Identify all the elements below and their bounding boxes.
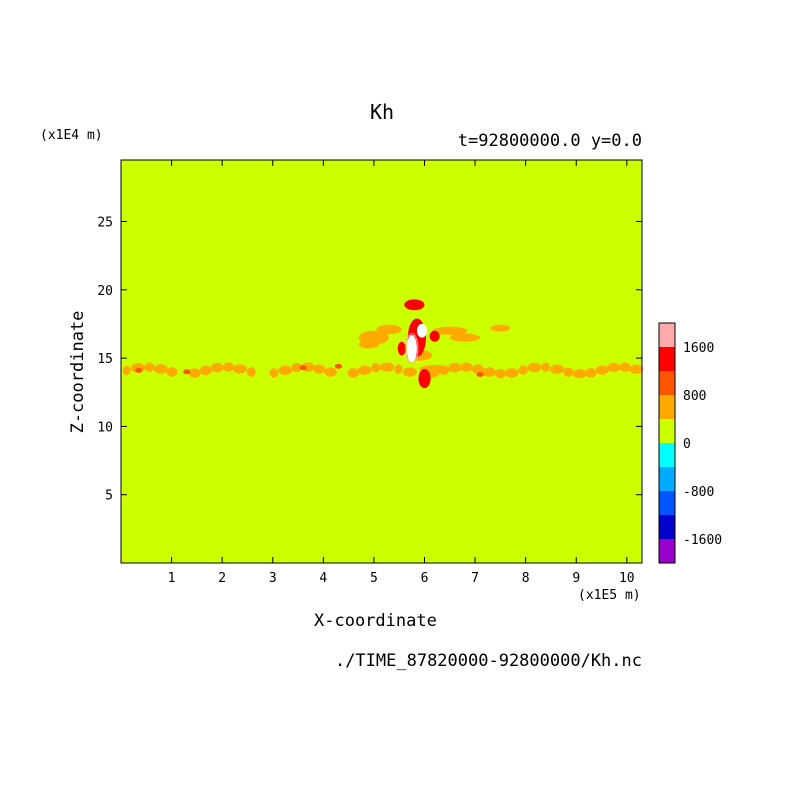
core-region bbox=[418, 369, 431, 389]
y-tick-label: 5 bbox=[105, 489, 113, 504]
band-segment bbox=[347, 368, 359, 378]
field-background bbox=[121, 160, 642, 563]
source-file-label: ./TIME_87820000-92800000/Kh.nc bbox=[334, 651, 642, 671]
heatmap-field bbox=[121, 160, 644, 563]
band-segment bbox=[166, 367, 178, 377]
band-segment bbox=[504, 368, 519, 378]
x-tick-label: 10 bbox=[619, 571, 635, 586]
band-segment bbox=[380, 362, 395, 372]
plume-region bbox=[376, 324, 402, 335]
band-segment bbox=[188, 368, 201, 378]
band-segment bbox=[223, 362, 234, 372]
band-hotspot bbox=[135, 367, 143, 373]
x-tick-label: 3 bbox=[269, 571, 277, 586]
x-tick-label: 7 bbox=[471, 571, 479, 586]
core-region bbox=[397, 341, 406, 356]
x-tick-label: 1 bbox=[168, 571, 176, 586]
plot-frame bbox=[120, 159, 643, 564]
plume-region bbox=[432, 326, 468, 335]
band-segment bbox=[394, 364, 403, 374]
band-segment bbox=[370, 362, 381, 373]
x-tick-label: 2 bbox=[218, 571, 226, 586]
x-axis-label: X-coordinate bbox=[314, 611, 437, 631]
band-segment bbox=[518, 365, 528, 375]
band-segment bbox=[144, 362, 155, 372]
band-segment bbox=[200, 365, 212, 376]
y-tick-label: 20 bbox=[97, 284, 113, 299]
peak-region bbox=[416, 323, 428, 338]
y-tick-label: 15 bbox=[97, 352, 113, 367]
band-segment bbox=[585, 368, 597, 378]
band-segment bbox=[291, 362, 302, 373]
colorbar-label: -1600 bbox=[683, 533, 722, 548]
plot-axes: 1 2 3 4 5 6 7 8 9 10 5 10 15 20 25 bbox=[97, 159, 643, 586]
band-hotspot bbox=[299, 365, 307, 371]
colorbar-label: -800 bbox=[683, 485, 714, 500]
colorbar-frame bbox=[658, 322, 676, 564]
band-segment bbox=[596, 365, 609, 375]
core-region bbox=[404, 299, 425, 311]
colorbar-swatch bbox=[659, 443, 675, 467]
colorbar-swatch bbox=[659, 323, 675, 347]
peak-region bbox=[406, 334, 417, 363]
band-segment bbox=[471, 364, 484, 374]
band-segment bbox=[541, 362, 550, 372]
band-segment bbox=[482, 367, 496, 377]
band-segment bbox=[619, 362, 631, 372]
band-segment bbox=[313, 364, 326, 374]
core-region bbox=[429, 330, 440, 342]
band-segment bbox=[357, 365, 372, 375]
band-segment bbox=[550, 364, 565, 374]
y-tick-label: 25 bbox=[97, 215, 113, 230]
band-segment bbox=[495, 368, 506, 379]
band-segment bbox=[153, 364, 168, 374]
colorbar-swatch bbox=[659, 419, 675, 443]
band-segment bbox=[629, 364, 644, 375]
x-tick-label: 5 bbox=[370, 571, 378, 586]
plume-region bbox=[449, 333, 481, 342]
colorbar-swatch bbox=[659, 539, 675, 563]
chart-subtitle: t=92800000.0 y=0.0 bbox=[457, 131, 642, 151]
colorbar-swatch bbox=[659, 515, 675, 539]
colorbar-swatch bbox=[659, 467, 675, 491]
colorbar-swatch bbox=[659, 347, 675, 371]
band-segment bbox=[527, 362, 542, 373]
band-hotspot bbox=[183, 369, 191, 375]
plume-region bbox=[490, 324, 511, 332]
x-tick-label: 6 bbox=[421, 571, 429, 586]
band-segment bbox=[448, 362, 462, 373]
band-segment bbox=[269, 368, 279, 378]
band-hotspot bbox=[476, 372, 484, 377]
y-axis-unit: (x1E4 m) bbox=[40, 128, 103, 143]
plume-region bbox=[358, 340, 379, 349]
colorbar-label: 1600 bbox=[683, 341, 714, 356]
x-tick-label: 4 bbox=[319, 571, 327, 586]
band-segment bbox=[278, 365, 293, 376]
colorbar-label: 800 bbox=[683, 389, 706, 404]
band-segment bbox=[122, 365, 131, 376]
band-segment bbox=[246, 367, 256, 377]
chart-title: Kh bbox=[369, 100, 395, 124]
x-tick-label: 9 bbox=[572, 571, 580, 586]
peak-outline bbox=[405, 332, 419, 365]
band-segment bbox=[232, 364, 247, 374]
band-segment bbox=[460, 362, 473, 372]
band-hotspot bbox=[334, 363, 343, 369]
x-tick-label: 8 bbox=[522, 571, 530, 586]
band-segment bbox=[324, 367, 337, 377]
band-segment bbox=[607, 362, 620, 373]
colorbar-label: 0 bbox=[683, 437, 691, 452]
band-segment bbox=[210, 362, 224, 373]
colorbar: -1600 -800 0 800 1600 bbox=[658, 322, 722, 564]
x-axis-unit: (x1E5 m) bbox=[578, 588, 641, 603]
band-segment bbox=[563, 367, 574, 377]
y-tick-label: 10 bbox=[97, 420, 113, 435]
band-segment bbox=[572, 368, 587, 379]
colorbar-swatch bbox=[659, 395, 675, 419]
colorbar-swatch bbox=[659, 371, 675, 395]
colorbar-swatch bbox=[659, 491, 675, 515]
band-segment bbox=[402, 367, 417, 377]
